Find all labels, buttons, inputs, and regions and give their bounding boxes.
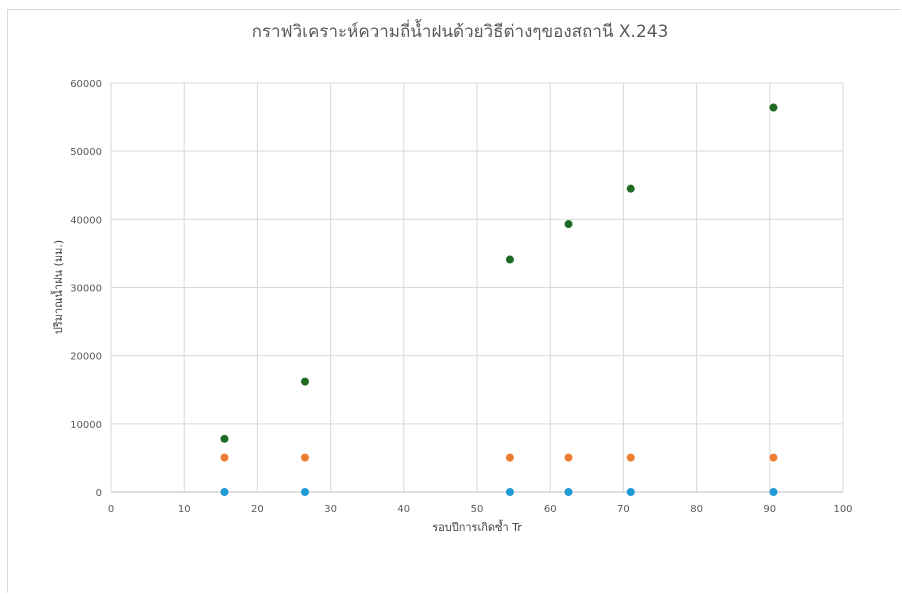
y-axis-title: ปริมาณน้ำฝน (มม.): [50, 240, 65, 334]
data-point-series-3: [564, 488, 573, 496]
data-point-series-1: [769, 103, 778, 112]
x-tick-label: 70: [617, 504, 630, 515]
chart-title: กราฟวิเคราะห์ความถี่น้ำฝนด้วยวิธีต่างๆขอ…: [252, 19, 669, 42]
data-point-series-2: [769, 453, 778, 462]
y-tick-label: 10000: [70, 420, 102, 431]
y-tick-label: 0: [96, 488, 102, 499]
y-tick-label: 20000: [70, 352, 102, 363]
data-point-series-2: [505, 453, 514, 462]
data-point-series-1: [220, 434, 229, 443]
x-tick-label: 100: [833, 504, 852, 515]
chart-area: [7, 9, 901, 593]
data-point-series-2: [300, 453, 309, 462]
data-point-series-3: [505, 488, 514, 496]
data-point-series-1: [300, 377, 309, 386]
x-tick-label: 10: [178, 504, 191, 515]
x-tick-label: 80: [690, 504, 703, 515]
data-point-series-2: [626, 453, 635, 462]
x-tick-label: 20: [251, 504, 264, 515]
x-tick-label: 30: [324, 504, 337, 515]
x-tick-label: 40: [397, 504, 410, 515]
y-tick-label: 30000: [70, 284, 102, 295]
gridlines: [111, 82, 844, 492]
data-point-series-3: [220, 488, 229, 496]
data-point-series-3: [300, 488, 309, 496]
data-point-series-1: [564, 220, 573, 229]
data-point-series-3: [769, 488, 778, 496]
x-tick-label: 0: [108, 504, 114, 515]
tick-labels: 0 10 20 30 40 50 60 70 80 90 100 0 10000 20000 30000 40…: [70, 79, 852, 515]
x-tick-label: 60: [544, 504, 557, 515]
data-point-series-1: [626, 184, 635, 193]
data-point-series-2: [564, 453, 573, 462]
x-tick-label: 50: [471, 504, 484, 515]
data-point-series-1: [505, 255, 514, 264]
data-points: [220, 103, 778, 496]
axes: [110, 83, 843, 493]
data-point-series-2: [220, 453, 229, 462]
x-tick-label: 90: [763, 504, 776, 515]
y-tick-label: 40000: [70, 215, 102, 226]
y-tick-label: 50000: [70, 147, 102, 158]
y-tick-label: 60000: [70, 79, 102, 90]
x-axis-title: รอบปีการเกิดซ้ำ Tr: [432, 519, 522, 534]
data-point-series-3: [626, 488, 635, 496]
